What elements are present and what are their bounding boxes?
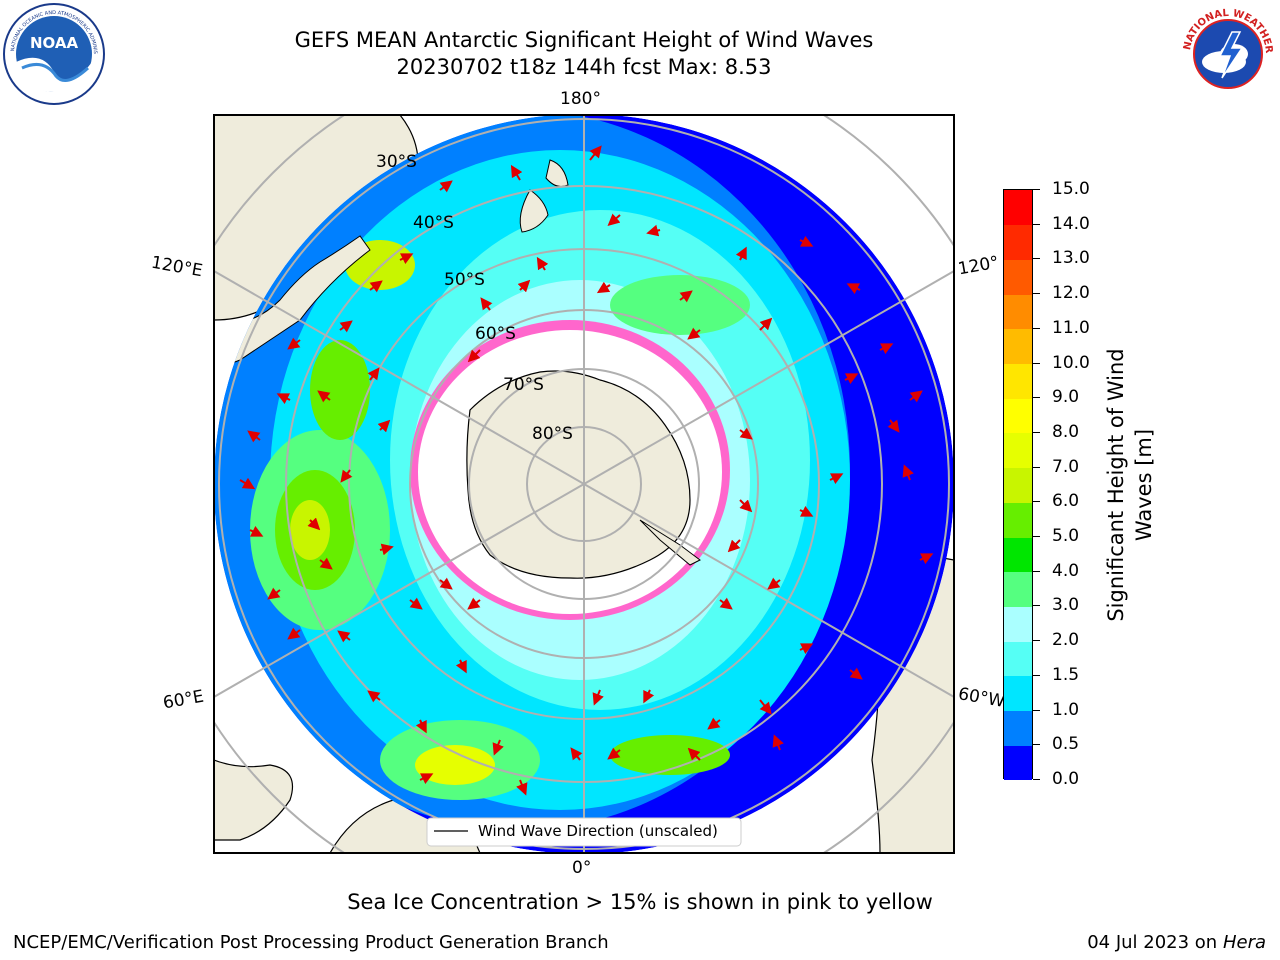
colorbar-title: Significant Height of Wind Waves [m] <box>1104 348 1156 622</box>
noaa-logo-icon: NOAA NATIONAL OCEANIC AND ATMOSPHERIC AD… <box>2 2 105 105</box>
colorbar-tick-mark <box>1033 709 1040 711</box>
colorbar-tick-label: 3.0 <box>1052 595 1080 616</box>
colorbar-segment <box>1004 259 1032 295</box>
colorbar-tick-mark <box>1033 605 1040 607</box>
colorbar-segment <box>1004 641 1032 677</box>
lat-label-70s: 70°S <box>503 375 544 395</box>
colorbar-tick-mark <box>1033 674 1040 676</box>
lat-label-40s: 40°S <box>413 213 454 233</box>
colorbar-segment <box>1004 363 1032 399</box>
colorbar-segment <box>1004 467 1032 503</box>
colorbar-tick-mark <box>1033 536 1040 538</box>
colorbar-tick-label: 9.0 <box>1052 387 1080 408</box>
colorbar-segment <box>1004 398 1032 434</box>
colorbar-tick-mark <box>1033 779 1040 780</box>
colorbar-tick-label: 0.5 <box>1052 734 1080 755</box>
colorbar-tick-mark <box>1033 744 1040 746</box>
colorbar-tick-mark <box>1033 362 1040 364</box>
colorbar-tick-label: 5.0 <box>1052 526 1080 547</box>
colorbar-tick-mark <box>1033 327 1040 329</box>
footer-date-text: 04 Jul 2023 on <box>1087 932 1218 953</box>
colorbar-segment <box>1004 710 1032 746</box>
africa-land <box>214 759 294 841</box>
colorbar-tick-mark <box>1033 258 1040 260</box>
colorbar-tick-label: 11.0 <box>1052 317 1090 338</box>
noaa-logo-text: NOAA <box>30 34 79 52</box>
map-frame <box>213 114 955 854</box>
chart-subtitle: 20230702 t18z 144h fcst Max: 8.53 <box>396 55 772 79</box>
colorbar-tick-mark <box>1033 466 1040 468</box>
colorbar-tick-mark <box>1033 570 1040 572</box>
colorbar-segment <box>1004 294 1032 330</box>
colorbar-segment <box>1004 537 1032 573</box>
nws-logo-icon: NATIONAL WEATHER SERVICE <box>1176 2 1278 104</box>
legend-label: Wind Wave Direction (unscaled) <box>478 822 718 840</box>
colorbar-tick-label: 0.0 <box>1052 769 1080 789</box>
graticule <box>214 115 954 853</box>
lat-label-60s: 60°S <box>475 324 516 344</box>
colorbar-segment <box>1004 745 1032 781</box>
colorbar-tick-label: 8.0 <box>1052 421 1080 442</box>
lat-label-30s: 30°S <box>376 152 417 172</box>
colorbar-tick-mark <box>1033 293 1040 295</box>
colorbar-segment <box>1004 502 1032 538</box>
colorbar-tick-label: 13.0 <box>1052 248 1090 269</box>
colorbar-segment <box>1004 571 1032 607</box>
colorbar-tick-label: 1.0 <box>1052 699 1080 720</box>
colorbar-tick-label: 14.0 <box>1052 213 1090 234</box>
footer-branch: NCEP/EMC/Verification Post Processing Pr… <box>13 932 609 953</box>
colorbar-tick-label: 4.0 <box>1052 560 1080 581</box>
lon-label-0: 0° <box>572 858 592 878</box>
lat-label-80s: 80°S <box>532 424 573 444</box>
chart-title: GEFS MEAN Antarctic Significant Height o… <box>294 28 874 52</box>
colorbar-segment <box>1004 432 1032 469</box>
colorbar-tick-label: 12.0 <box>1052 283 1090 304</box>
colorbar <box>1003 189 1033 781</box>
colorbar-segment <box>1004 675 1032 712</box>
footer-host: Hera <box>1222 932 1266 953</box>
colorbar-tick-label: 1.5 <box>1052 664 1080 685</box>
colorbar-tick-label: 6.0 <box>1052 491 1080 512</box>
lon-label-180: 180° <box>560 89 601 109</box>
colorbar-tick-label: 10.0 <box>1052 352 1090 373</box>
colorbar-segment <box>1004 224 1032 260</box>
colorbar-tick-mark <box>1033 223 1040 225</box>
map-legend <box>426 817 742 847</box>
colorbar-tick-label: 15.0 <box>1052 179 1090 199</box>
colorbar-tick-mark <box>1033 397 1040 399</box>
colorbar-segment <box>1004 190 1032 226</box>
antarctica-land <box>466 370 691 579</box>
sea-ice-note: Sea Ice Concentration > 15% is shown in … <box>347 890 933 914</box>
colorbar-tick-label: 2.0 <box>1052 630 1080 651</box>
footer-date: 04 Jul 2023 on Hera <box>1087 932 1266 953</box>
colorbar-tick-mark <box>1033 431 1040 433</box>
colorbar-segment <box>1004 606 1032 642</box>
colorbar-tick-mark <box>1033 501 1040 503</box>
lat-label-50s: 50°S <box>444 270 485 290</box>
colorbar-tick-mark <box>1033 189 1040 190</box>
colorbar-tick-mark <box>1033 640 1040 642</box>
wind-wave-arrows <box>239 145 934 796</box>
colorbar-segment <box>1004 328 1032 365</box>
colorbar-tick-label: 7.0 <box>1052 456 1080 477</box>
